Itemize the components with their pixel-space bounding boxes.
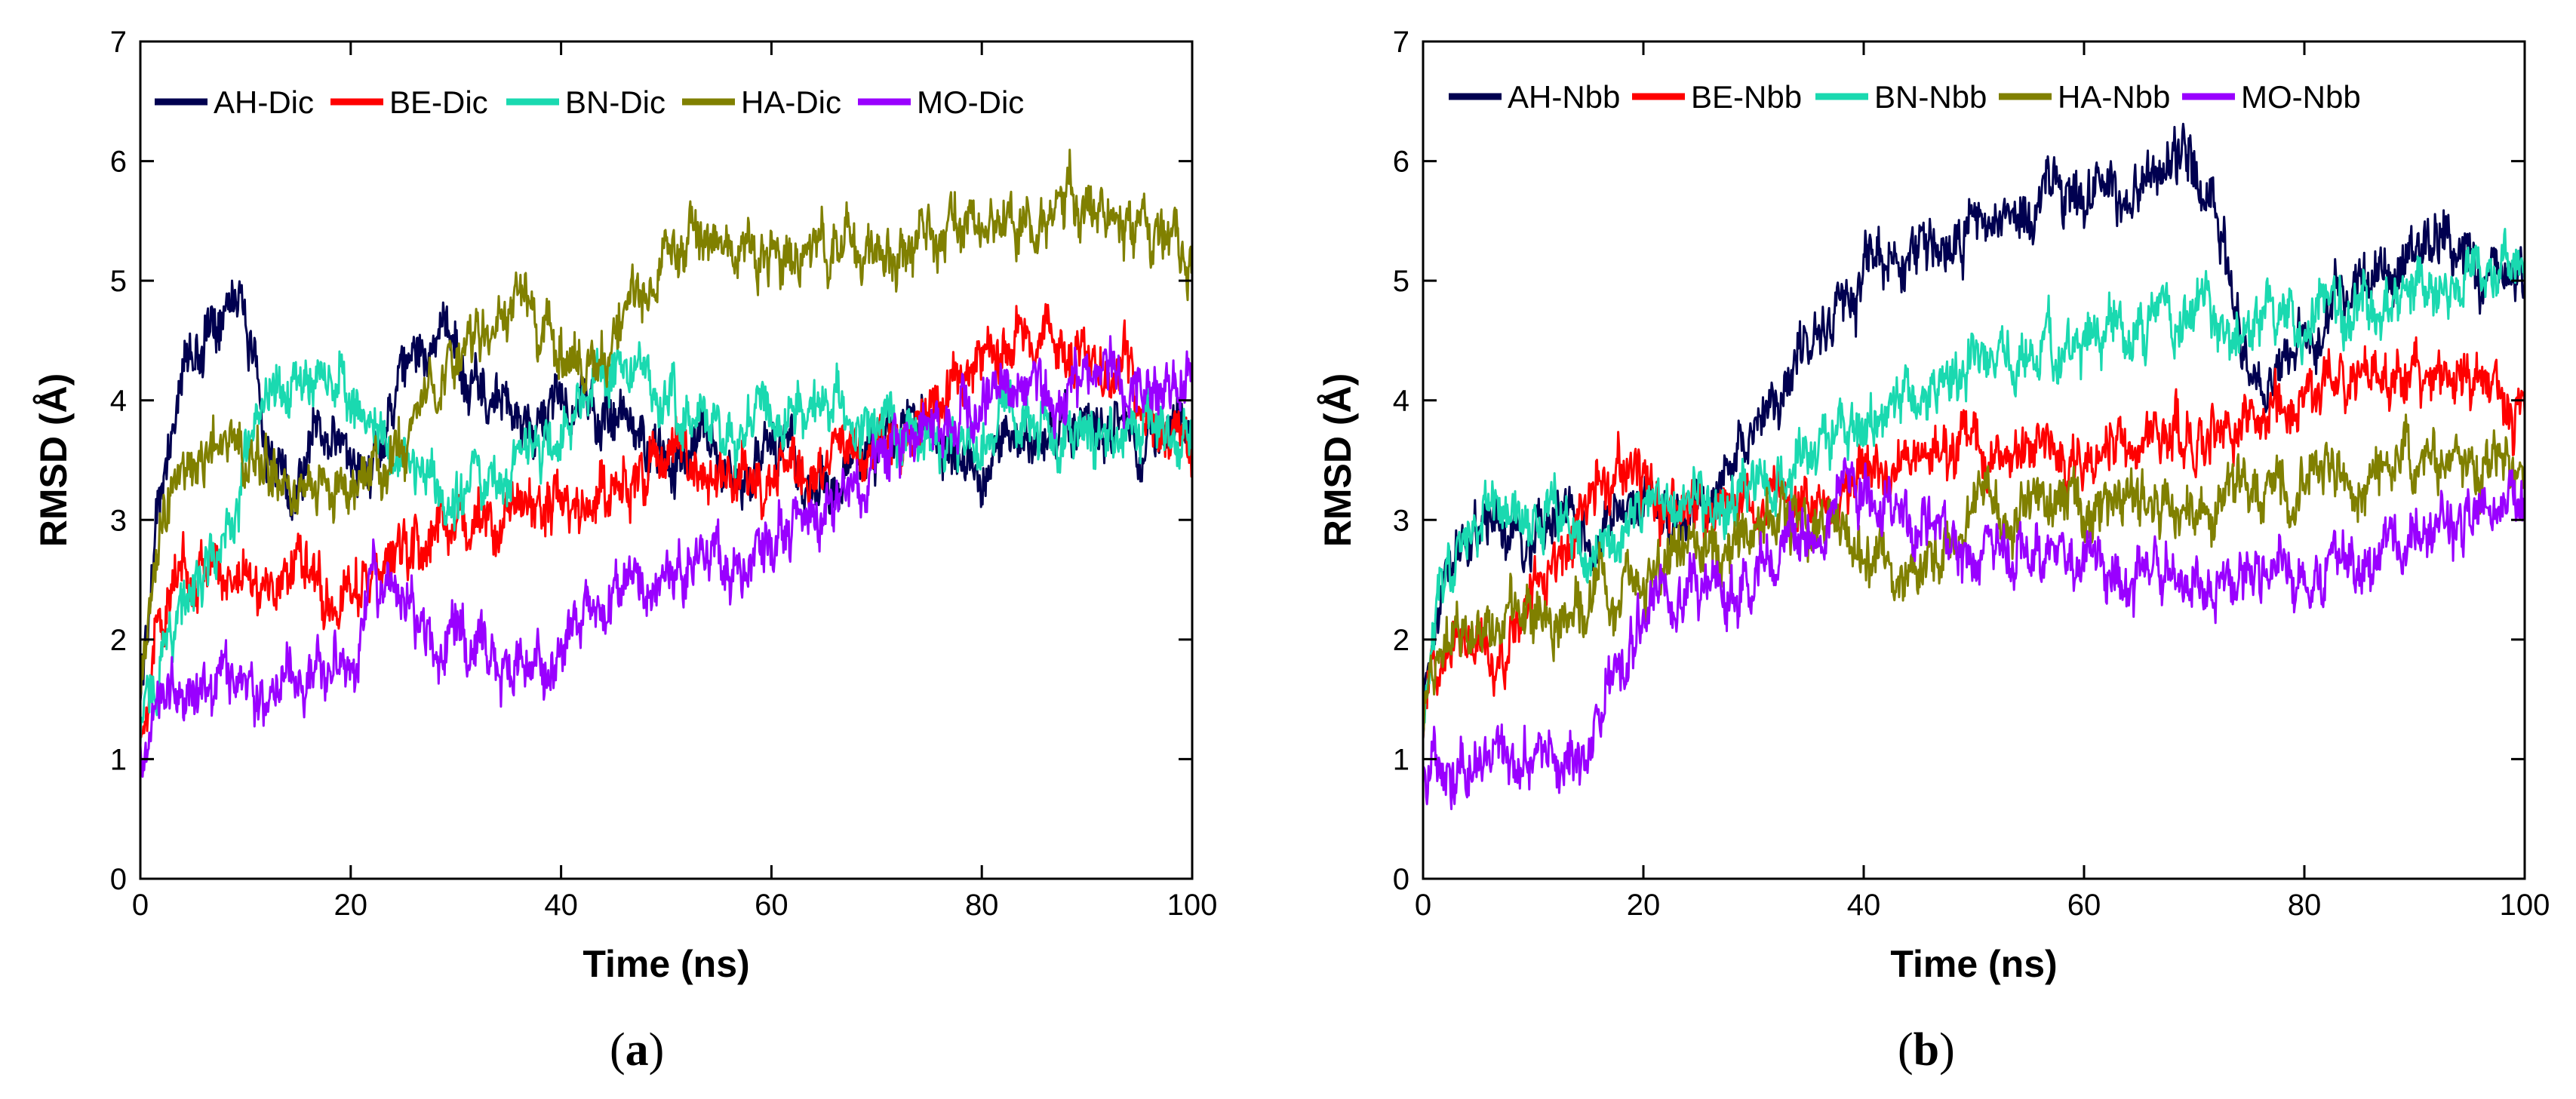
x-tick-label: 40: [544, 889, 578, 922]
y-tick-label: 7: [1393, 26, 1409, 59]
legend-a: AH-Dic BE-Dic BN-Dic HA-Dic MO-Dic: [155, 84, 1024, 120]
series-line-ah-nbb: [1422, 122, 2526, 739]
legend-label-be-dic: BE-Dic: [389, 84, 488, 120]
panel-label-a: (a): [610, 1024, 664, 1076]
legend-label-be-nbb: BE-Nbb: [1691, 79, 1802, 115]
y-tick-label: 5: [1393, 265, 1409, 298]
series-line-ha-dic: [139, 149, 1194, 698]
legend-label-mo-nbb: MO-Nbb: [2241, 79, 2361, 115]
x-tick-label: 20: [1627, 889, 1661, 922]
legend-label-mo-dic: MO-Dic: [917, 84, 1024, 120]
series-line-mo-dic: [139, 335, 1194, 778]
x-tick-label: 80: [965, 889, 999, 922]
x-tick-label: 0: [132, 889, 149, 922]
y-tick-label: 0: [110, 863, 127, 896]
y-tick-label: 6: [1393, 146, 1409, 179]
legend-label-ha-dic: HA-Dic: [741, 84, 841, 120]
y-tick-label: 6: [110, 146, 127, 179]
y-tick-label: 4: [1393, 385, 1409, 418]
chart-panel-b: 0 20 40 60 80 100 0 1 2 3 4 5 6 7 AH-Nbb BE-Nbb BN-Nbb H…: [1317, 26, 2550, 1076]
legend-label-ah-nbb: AH-Nbb: [1508, 79, 1620, 115]
ticks-layer-b: 0 20 40 60 80 100 0 1 2 3 4 5 6 7: [1393, 26, 2550, 922]
y-tick-label: 2: [110, 624, 127, 657]
legend-label-ha-nbb: HA-Nbb: [2058, 79, 2170, 115]
series-line-bn-dic: [139, 341, 1194, 746]
y-tick-label: 1: [110, 743, 127, 776]
legend-label-bn-nbb: BN-Nbb: [1874, 79, 1987, 115]
y-tick-label: 3: [1393, 504, 1409, 537]
panel-label-b: (b): [1898, 1024, 1955, 1076]
legend-label-bn-dic: BN-Dic: [565, 84, 666, 120]
y-axis-title-b: RMSD (Å): [1317, 373, 1359, 548]
plot-frame-b: [1422, 40, 2526, 880]
series-layer-a: [139, 149, 1194, 778]
plot-frame-a: [139, 40, 1194, 880]
legend-label-ah-dic: AH-Dic: [214, 84, 314, 120]
series-line-ha-nbb: [1422, 413, 2526, 736]
x-tick-label: 60: [755, 889, 788, 922]
x-tick-label: 40: [1847, 889, 1881, 922]
x-axis-title-a: Time (ns): [583, 943, 749, 985]
x-tick-label: 0: [1415, 889, 1431, 922]
x-tick-label: 20: [334, 889, 368, 922]
y-tick-label: 3: [110, 504, 127, 537]
y-tick-label: 7: [110, 26, 127, 59]
y-tick-label: 4: [110, 385, 127, 418]
y-tick-label: 2: [1393, 624, 1409, 657]
ticks-layer-a: 0 20 40 60 80 100 0 1 2 3 4 5 6 7: [110, 26, 1218, 922]
x-tick-label: 60: [2067, 889, 2101, 922]
panel-letter-b: b: [1914, 1024, 1939, 1076]
series-line-bn-nbb: [1422, 228, 2526, 724]
y-tick-label: 0: [1393, 863, 1409, 896]
series-line-mo-nbb: [1422, 457, 2526, 811]
chart-panel-a: 0 20 40 60 80 100 0 1 2 3 4 5 6 7 AH-Dic BE-Dic BN-Dic H…: [32, 26, 1217, 1076]
x-tick-label: 100: [1167, 889, 1218, 922]
series-line-be-dic: [139, 302, 1194, 738]
y-tick-label: 5: [110, 265, 127, 298]
y-tick-label: 1: [1393, 743, 1409, 776]
series-layer-b: [1422, 122, 2526, 811]
series-line-be-nbb: [1422, 336, 2526, 739]
panel-letter-a: a: [626, 1024, 649, 1076]
x-tick-label: 100: [2500, 889, 2550, 922]
legend-b: AH-Nbb BE-Nbb BN-Nbb HA-Nbb MO-Nbb: [1449, 79, 2361, 115]
y-axis-title-a: RMSD (Å): [32, 373, 75, 548]
x-tick-label: 80: [2288, 889, 2322, 922]
x-axis-title-b: Time (ns): [1890, 943, 2057, 985]
